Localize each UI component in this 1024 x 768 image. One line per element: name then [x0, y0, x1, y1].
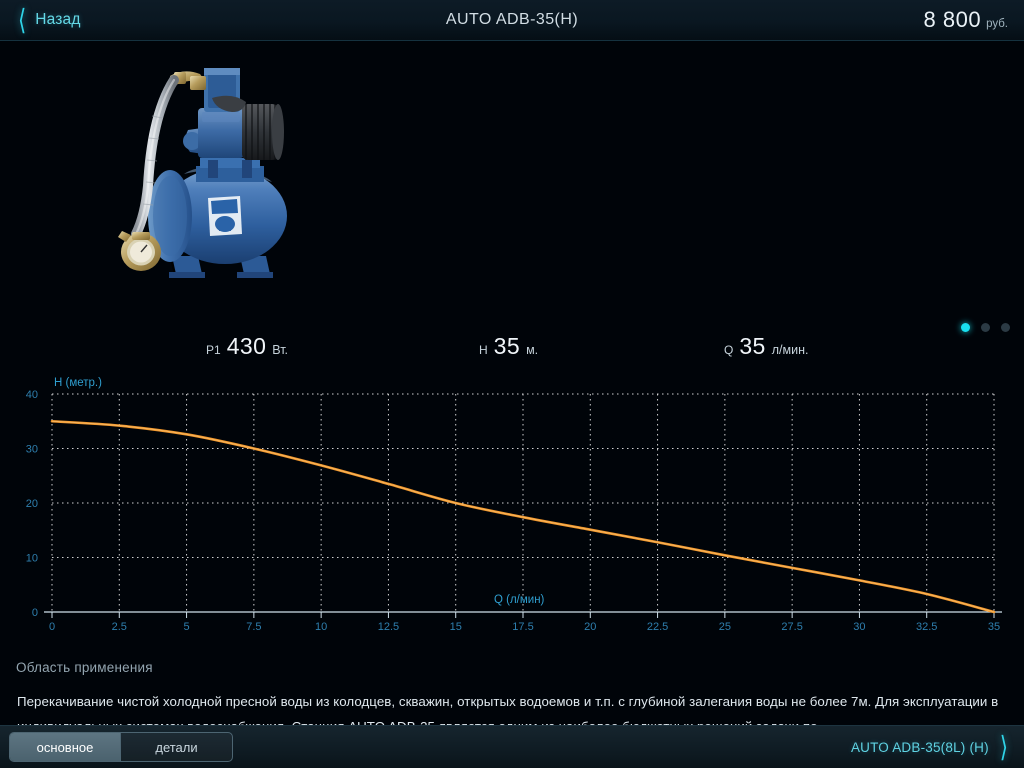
chart-y-axis-title: H (метр.)	[54, 377, 102, 389]
view-mode-segmented-control[interactable]: основное детали	[9, 732, 233, 762]
page-title: AUTO ADB-35(H)	[445, 11, 579, 28]
performance-chart: 0 2.5 5 7.5 10 12.5 15 17.5 20 22.5 25 27.5 30 32.5 35…	[0, 375, 1024, 640]
price-display: 8 800 руб.	[924, 7, 1009, 33]
image-pager-dot-3[interactable]	[1001, 323, 1010, 332]
chart-series	[50, 419, 996, 614]
x-tick-label: 12.5	[378, 621, 399, 633]
spec-head-unit: м.	[526, 343, 539, 357]
tab-osnovnoe[interactable]: основное	[10, 733, 121, 761]
tab-detali[interactable]: детали	[155, 739, 198, 755]
description-heading: Область применения	[16, 660, 153, 675]
x-tick-label: 20	[584, 621, 596, 633]
next-model-label: AUTO ADB-35(8L) (H)	[850, 740, 989, 755]
next-model-button[interactable]: AUTO ADB-35(8L) (H) ⟩	[851, 726, 1008, 768]
y-tick-label: 0	[32, 607, 38, 619]
spec-flow-key: Q	[724, 343, 734, 357]
x-tick-label: 15	[450, 621, 462, 633]
x-tick-label: 22.5	[647, 621, 668, 633]
spec-power: P1 430 Вт.	[206, 333, 288, 360]
y-tick-label: 30	[26, 444, 38, 456]
description-section: Область применения Перекачивание чистой …	[0, 650, 1024, 728]
x-tick-label: 5	[184, 621, 190, 633]
y-tick-label: 40	[26, 389, 38, 401]
app-footer: основное детали AUTO ADB-35(8L) (H) ⟩	[0, 725, 1024, 768]
x-tick-label: 27.5	[781, 621, 802, 633]
x-tick-label: 30	[853, 621, 865, 633]
chart-axes	[44, 611, 1002, 618]
chevron-left-icon: ⟨	[18, 4, 27, 36]
image-pager[interactable]	[961, 323, 1010, 332]
product-image-pump[interactable]	[112, 46, 312, 296]
chart-tick-labels: 0 2.5 5 7.5 10 12.5 15 17.5 20 22.5 25 27.5 30 32.5 35…	[26, 389, 1000, 633]
spec-power-unit: Вт.	[272, 343, 289, 357]
x-tick-label: 10	[315, 621, 327, 633]
x-tick-label: 35	[988, 621, 1000, 633]
spec-head: H 35 м.	[479, 333, 538, 360]
app-header: ⟨ Назад AUTO ADB-35(H) 8 800 руб.	[0, 0, 1024, 41]
price-value: 8 800	[923, 7, 982, 32]
spec-power-key: P1	[206, 343, 221, 357]
x-tick-label: 7.5	[246, 621, 261, 633]
spec-head-value: 35	[493, 333, 521, 359]
x-tick-label: 25	[719, 621, 731, 633]
spec-head-key: H	[479, 343, 488, 357]
y-tick-label: 10	[26, 553, 38, 565]
chart-svg: 0 2.5 5 7.5 10 12.5 15 17.5 20 22.5 25 27.5 30 32.5 35…	[26, 377, 1002, 633]
y-tick-label: 20	[26, 498, 38, 510]
x-tick-label: 32.5	[916, 621, 937, 633]
spec-flow: Q 35 л/мин.	[724, 333, 808, 360]
image-pager-dot-1[interactable]	[961, 323, 970, 332]
x-tick-label: 0	[49, 621, 55, 633]
chart-x-axis-title: Q (л/мин)	[494, 594, 545, 606]
product-image-stage	[0, 41, 1024, 332]
image-pager-dot-2[interactable]	[981, 323, 990, 332]
x-tick-label: 17.5	[512, 621, 533, 633]
spec-flow-unit: л/мин.	[771, 343, 809, 357]
spec-row: P1 430 Вт. H 35 м. Q 35 л/мин.	[0, 333, 1024, 367]
price-currency: руб.	[986, 18, 1008, 30]
back-button[interactable]: ⟨ Назад	[18, 6, 81, 34]
back-button-label: Назад	[35, 11, 81, 28]
x-tick-label: 2.5	[112, 621, 127, 633]
description-body: Перекачивание чистой холодной пресной во…	[17, 694, 999, 728]
chevron-right-icon: ⟩	[999, 731, 1008, 764]
spec-power-value: 430	[226, 333, 267, 359]
spec-flow-value: 35	[739, 333, 766, 359]
chart-gridlines	[51, 393, 995, 612]
